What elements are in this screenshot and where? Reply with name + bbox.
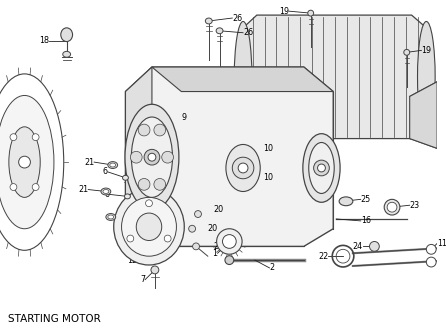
Polygon shape [125, 67, 333, 246]
Circle shape [193, 243, 199, 250]
Ellipse shape [101, 188, 111, 195]
Circle shape [238, 163, 248, 173]
Text: 11: 11 [437, 239, 446, 248]
Text: STARTING MOTOR: STARTING MOTOR [8, 314, 101, 324]
Ellipse shape [417, 21, 435, 132]
Circle shape [387, 202, 397, 212]
Text: 16: 16 [361, 216, 371, 225]
Ellipse shape [9, 127, 40, 197]
Ellipse shape [154, 178, 165, 190]
Ellipse shape [124, 194, 130, 199]
Ellipse shape [216, 28, 223, 34]
Circle shape [369, 241, 379, 251]
Circle shape [32, 134, 39, 141]
Ellipse shape [136, 213, 162, 240]
Circle shape [223, 234, 236, 248]
Text: 26: 26 [232, 14, 243, 22]
Text: 25: 25 [361, 195, 371, 204]
Circle shape [151, 266, 159, 274]
Ellipse shape [138, 124, 150, 136]
Text: 2: 2 [269, 264, 275, 273]
Circle shape [127, 235, 134, 242]
Circle shape [426, 244, 436, 254]
Text: 5: 5 [143, 163, 148, 172]
Circle shape [32, 184, 39, 190]
Polygon shape [125, 67, 152, 246]
Polygon shape [410, 82, 437, 148]
Ellipse shape [108, 162, 118, 168]
Ellipse shape [339, 197, 353, 206]
Ellipse shape [122, 197, 177, 256]
Ellipse shape [162, 151, 173, 163]
Circle shape [232, 157, 254, 179]
Text: 19: 19 [421, 46, 432, 55]
Ellipse shape [132, 117, 173, 197]
Text: 5: 5 [145, 183, 150, 192]
Text: 26: 26 [243, 28, 253, 37]
Ellipse shape [226, 145, 260, 191]
Text: 20: 20 [214, 205, 224, 214]
Ellipse shape [123, 175, 128, 180]
Ellipse shape [205, 18, 212, 24]
Circle shape [189, 225, 195, 232]
Text: 20: 20 [208, 224, 218, 233]
Ellipse shape [309, 143, 334, 193]
Circle shape [145, 200, 153, 207]
Text: 6: 6 [105, 190, 110, 199]
Circle shape [426, 257, 436, 267]
Text: 10: 10 [263, 144, 273, 153]
Text: 21: 21 [78, 185, 88, 194]
Text: 12: 12 [127, 256, 137, 265]
Text: 19: 19 [279, 7, 289, 16]
Text: 4: 4 [0, 180, 5, 189]
Circle shape [318, 164, 326, 172]
Ellipse shape [103, 189, 109, 193]
Text: 22: 22 [318, 252, 328, 261]
Text: 10: 10 [263, 173, 273, 182]
Polygon shape [243, 15, 426, 139]
Circle shape [148, 153, 156, 161]
Ellipse shape [61, 28, 73, 41]
Text: CMS: CMS [195, 163, 256, 187]
Ellipse shape [106, 213, 116, 220]
Circle shape [164, 235, 171, 242]
Circle shape [10, 134, 17, 141]
Circle shape [194, 211, 202, 217]
Ellipse shape [110, 163, 116, 167]
Ellipse shape [114, 189, 184, 265]
Text: 23: 23 [410, 201, 420, 210]
Ellipse shape [138, 178, 150, 190]
Circle shape [19, 156, 30, 168]
Polygon shape [152, 67, 333, 92]
Ellipse shape [0, 96, 54, 229]
Ellipse shape [108, 215, 114, 219]
Ellipse shape [404, 49, 410, 55]
Circle shape [144, 149, 160, 165]
Ellipse shape [234, 21, 252, 132]
Circle shape [217, 229, 242, 254]
Ellipse shape [130, 151, 142, 163]
Circle shape [10, 184, 17, 190]
Text: 24: 24 [352, 242, 363, 251]
Text: 1: 1 [213, 249, 218, 258]
Text: 6: 6 [103, 167, 108, 176]
Text: 8: 8 [128, 105, 132, 114]
Ellipse shape [303, 134, 340, 202]
Ellipse shape [308, 10, 314, 16]
Circle shape [314, 160, 329, 176]
Ellipse shape [125, 104, 179, 210]
Text: 9: 9 [182, 113, 186, 122]
Text: 18: 18 [39, 36, 49, 45]
Ellipse shape [225, 256, 234, 265]
Ellipse shape [154, 124, 165, 136]
Text: 7: 7 [140, 275, 145, 284]
Text: 20: 20 [214, 242, 224, 251]
Circle shape [384, 199, 400, 215]
Ellipse shape [63, 51, 70, 57]
Text: 21: 21 [84, 158, 94, 167]
